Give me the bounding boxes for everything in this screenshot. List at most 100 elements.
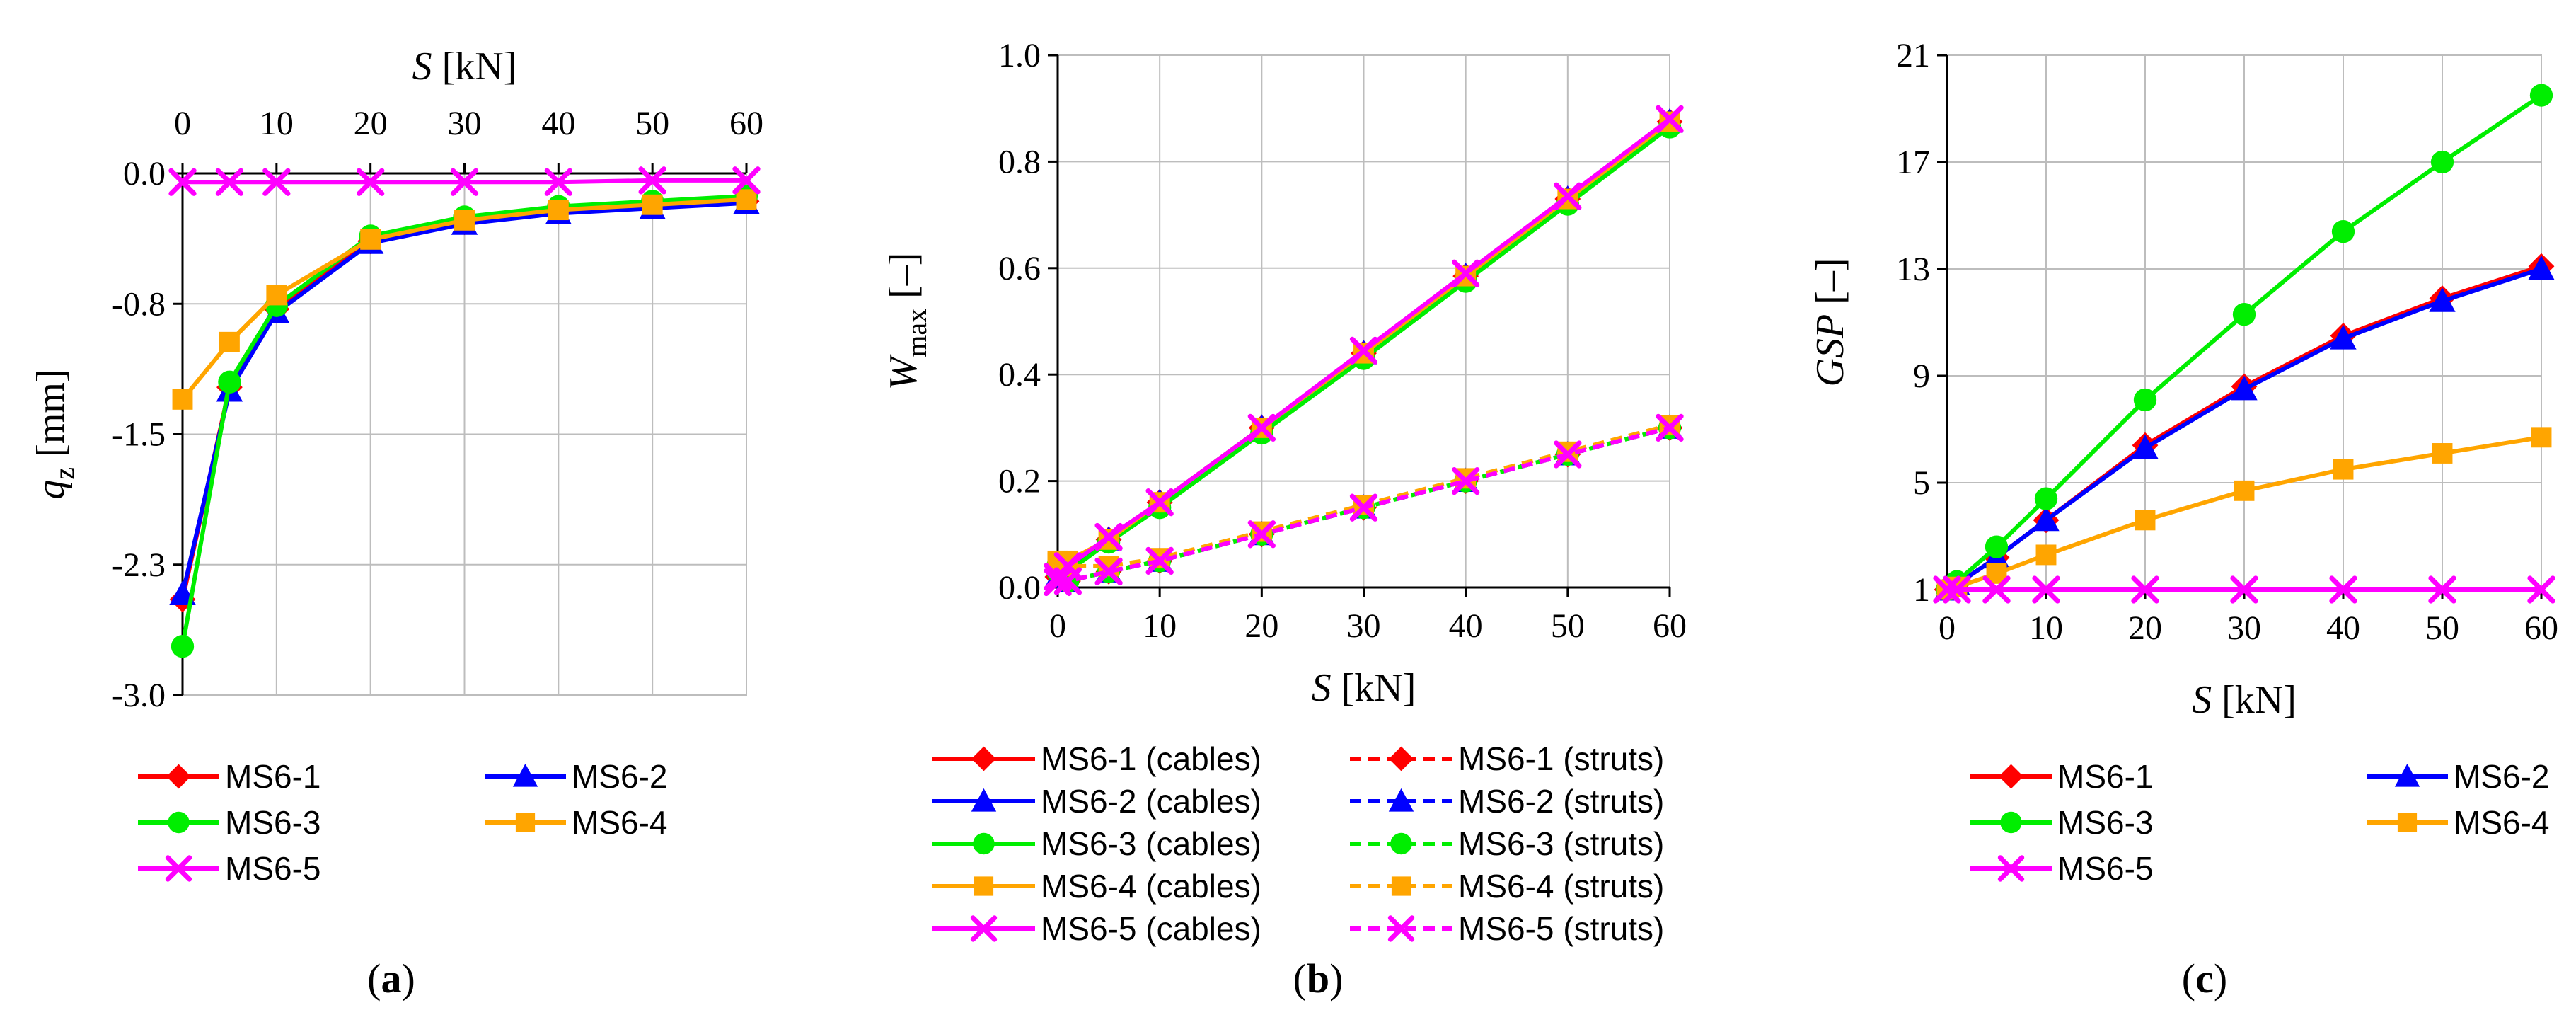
- y-tick-labels: 0.0 -0.8 -1.5 -2.3 -3.0: [112, 155, 183, 714]
- x-tick-label: 0: [174, 105, 191, 142]
- legend-entry: MS6-1 (struts): [1350, 740, 1664, 777]
- y-axis-title-unit: [–]: [1808, 258, 1852, 314]
- panel-caption: (a): [367, 956, 415, 1002]
- data-point: [1053, 567, 1082, 595]
- y-tick-label: -2.3: [112, 546, 166, 584]
- legend-marker: [1390, 832, 1412, 855]
- legend-label: MS6-4 (struts): [1458, 868, 1664, 905]
- data-point: [2329, 575, 2357, 604]
- y-tick-label: 0.2: [998, 463, 1041, 500]
- legend-marker: [1389, 746, 1414, 771]
- panel-caption: (b): [1293, 956, 1344, 1002]
- data-point: [219, 331, 240, 352]
- legend-entry: MS6-3: [1970, 804, 2153, 841]
- data-point: [2428, 575, 2456, 604]
- legend-marker: [2394, 763, 2420, 787]
- legend-marker: [973, 832, 995, 855]
- data-point: [548, 200, 569, 221]
- data-point: [1094, 522, 1123, 551]
- legend-label: MS6-3 (struts): [1458, 825, 1664, 862]
- caption-close: ): [402, 956, 415, 1002]
- x-axis-title: S [kN]: [412, 45, 517, 88]
- legend-label: MS6-5: [225, 850, 320, 887]
- legend-entry: MS6-4 (cables): [932, 868, 1261, 905]
- x-tick-label: 20: [354, 105, 388, 142]
- data-point: [2430, 150, 2454, 174]
- legend-label: MS6-2 (struts): [1458, 783, 1664, 820]
- data-point: [450, 168, 479, 196]
- data-point: [1554, 182, 1582, 210]
- y-axis-title-unit: [mm]: [29, 369, 73, 466]
- legend-marker: [970, 915, 998, 942]
- y-tick-label: 21: [1896, 37, 1930, 74]
- legend-entry: MS6-2: [485, 758, 667, 795]
- x-tick-labels: 0 10 20 30 40 50 60: [1049, 587, 1687, 645]
- data-point: [2531, 427, 2552, 448]
- y-tick-label: 0.6: [998, 250, 1041, 287]
- data-point: [2528, 255, 2555, 280]
- y-tick-label: 1.0: [998, 37, 1041, 74]
- legend-entry: MS6-3: [138, 804, 320, 841]
- panel-c-chart: 0 10 20 30 40 50 60 1 5 9 13 17 21 S [kN] GSP [–] MS6-1…: [1808, 37, 2558, 1002]
- legend-marker: [512, 763, 538, 787]
- y-tick-label: 5: [1913, 464, 1930, 502]
- series-ms6-5: [1933, 575, 2555, 604]
- legend-entry: MS6-1: [1970, 758, 2153, 795]
- data-point: [2234, 480, 2255, 501]
- legend-entry: MS6-4 (struts): [1350, 868, 1664, 905]
- data-point: [2333, 459, 2354, 480]
- data-point: [172, 389, 193, 410]
- legend-entry: MS6-2: [2367, 758, 2549, 795]
- series-group: [1044, 105, 1684, 597]
- data-point: [1044, 568, 1072, 597]
- y-tick-label: 0.4: [998, 356, 1041, 394]
- legend-entry: MS6-3 (struts): [1350, 825, 1664, 862]
- legend-label: MS6-2: [572, 758, 667, 795]
- data-point: [168, 168, 197, 196]
- x-axis-title: S [kN]: [1312, 666, 1416, 710]
- legend-label: MS6-3 (cables): [1041, 825, 1261, 862]
- caption-open: (: [1293, 956, 1307, 1002]
- legend-label: MS6-1: [2057, 758, 2153, 795]
- legend: MS6-1 MS6-2 MS6-3 MS6-4 MS6-5: [138, 758, 667, 887]
- series-ms6-5: [168, 166, 761, 196]
- x-axis-title-unit: [kN]: [1332, 666, 1416, 710]
- data-point: [736, 189, 757, 210]
- data-point: [1452, 259, 1480, 287]
- y-tick-labels: 0.0 0.2 0.4 0.6 0.8 1.0: [998, 37, 1058, 607]
- legend-entry: MS6-2 (struts): [1350, 783, 1664, 820]
- caption-open: (: [2182, 956, 2195, 1002]
- x-tick-label: 60: [1653, 607, 1687, 645]
- data-point: [2529, 84, 2553, 107]
- x-tick-label: 0: [1049, 607, 1066, 645]
- data-point: [2035, 544, 2057, 566]
- legend: MS6-1 MS6-2 MS6-3 MS6-4 MS6-5: [1970, 758, 2549, 887]
- y-tick-label: 0.8: [998, 143, 1041, 180]
- series-ms6-5-struts: [1044, 413, 1684, 597]
- legend-label: MS6-4 (cables): [1041, 868, 1261, 905]
- data-point: [1554, 440, 1582, 469]
- data-point: [642, 194, 663, 215]
- data-point: [1656, 413, 1684, 442]
- data-point: [218, 370, 241, 394]
- data-point: [1452, 466, 1480, 495]
- y-axis-title-variable: GSP: [1808, 314, 1852, 387]
- legend: MS6-1 (cables) MS6-1 (struts) MS6-2 (cable…: [932, 740, 1664, 947]
- x-tick-label: 10: [2029, 609, 2063, 647]
- data-point: [454, 210, 475, 231]
- x-tick-label: 20: [2128, 609, 2162, 647]
- y-tick-label: 17: [1896, 144, 1930, 181]
- x-tick-label: 20: [1244, 607, 1278, 645]
- data-point: [1982, 575, 2011, 604]
- y-axis-title-variable: q: [29, 480, 73, 500]
- y-tick-label: 0.0: [998, 569, 1041, 607]
- x-axis-title-variable: S: [2192, 678, 2212, 722]
- legend-entry: MS6-5 (cables): [932, 910, 1261, 947]
- legend-marker: [2000, 811, 2022, 834]
- data-point: [1985, 535, 2009, 558]
- y-axis-title: Wmax [–]: [882, 253, 932, 391]
- data-point: [544, 168, 572, 196]
- legend-marker: [1999, 764, 2023, 789]
- legend-label: MS6-3: [225, 804, 320, 841]
- data-point: [1145, 546, 1174, 575]
